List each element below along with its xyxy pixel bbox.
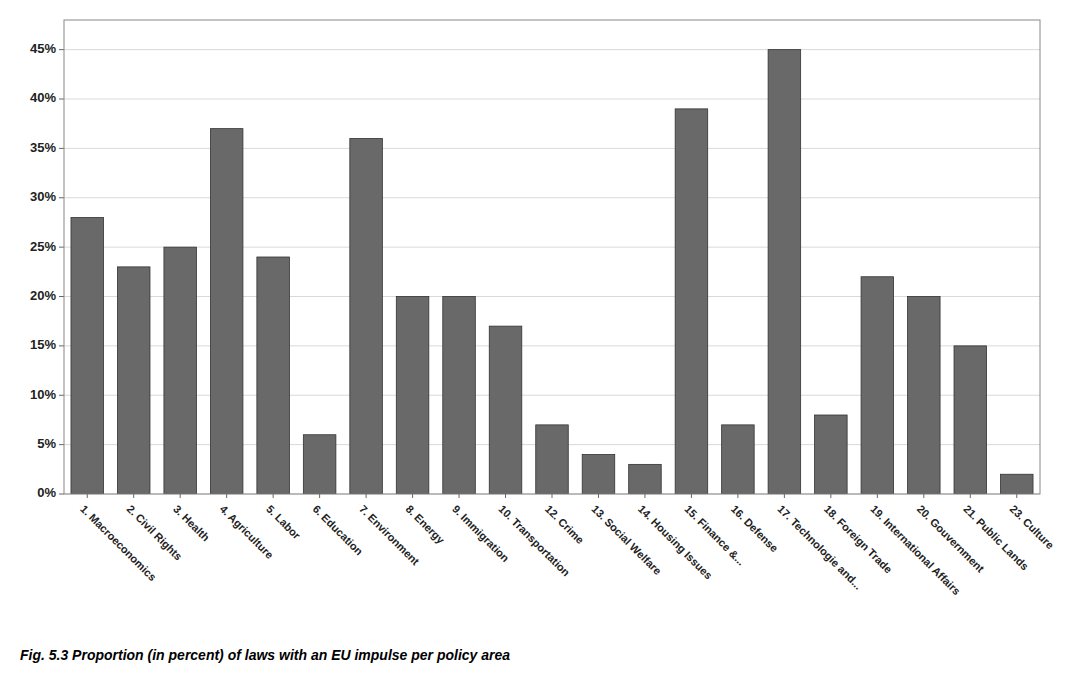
x-tick-label: 3. Health — [171, 503, 212, 544]
plot-frame — [64, 20, 1040, 494]
bar — [396, 297, 429, 495]
x-tick — [830, 494, 831, 498]
x-tick-label: 16. Defense — [729, 503, 781, 555]
bar — [675, 109, 708, 494]
x-tick-label: 5. Labor — [264, 503, 303, 542]
caption: Fig. 5.3 Proportion (in percent) of laws… — [20, 647, 510, 663]
x-tick — [180, 494, 181, 498]
bar — [536, 425, 569, 494]
x-tick — [412, 494, 413, 498]
y-tick-label: 35% — [30, 140, 56, 155]
y-tick — [59, 345, 64, 346]
bar — [722, 425, 755, 494]
x-tick — [226, 494, 227, 498]
bar — [210, 129, 243, 494]
grid-line — [64, 99, 1040, 100]
bar — [815, 415, 848, 494]
y-tick — [59, 395, 64, 396]
x-tick — [737, 494, 738, 498]
x-tick — [923, 494, 924, 498]
y-tick — [59, 49, 64, 50]
x-tick — [133, 494, 134, 498]
x-tick — [505, 494, 506, 498]
grid — [64, 50, 1040, 494]
y-tick-label: 15% — [30, 337, 56, 352]
chart-svg: 0% 5% 10% 15% 20% 25% 30% 35% 40% 45% 1. Macroecon… — [0, 0, 1090, 674]
x-tick-label: 17. Technologie and... — [775, 503, 864, 592]
y-tick — [59, 444, 64, 445]
bar — [350, 139, 383, 495]
bar — [117, 267, 150, 494]
bar — [303, 435, 336, 494]
x-tick — [319, 494, 320, 498]
bar — [908, 297, 941, 495]
bar — [71, 218, 104, 495]
y-tick-label: 10% — [30, 387, 56, 402]
y-tick-label: 40% — [30, 90, 56, 105]
x-tick — [552, 494, 553, 498]
x-tick-label: 19. International Affairs — [868, 503, 963, 598]
bar — [629, 464, 662, 494]
y-tick-label: 45% — [30, 41, 56, 56]
bars — [71, 50, 1033, 494]
bar — [861, 277, 894, 494]
bar — [164, 247, 197, 494]
y-tick-label: 25% — [30, 239, 56, 254]
x-tick — [691, 494, 692, 498]
y-tick-label: 30% — [30, 189, 56, 204]
x-tick — [598, 494, 599, 498]
x-tick-label: 8. Energy — [404, 503, 448, 547]
x-axis: 1. Macroeconomics2. Civil Rights3. Healt… — [78, 494, 1056, 597]
y-tick-label: 20% — [30, 288, 56, 303]
y-tick — [59, 296, 64, 297]
x-tick — [1016, 494, 1017, 498]
x-tick — [273, 494, 274, 498]
y-tick-label: 5% — [37, 436, 56, 451]
x-tick — [87, 494, 88, 498]
x-tick — [970, 494, 971, 498]
x-tick-label: 23. Culture — [1008, 503, 1057, 552]
bar — [489, 326, 522, 494]
y-tick — [59, 247, 64, 248]
y-tick — [59, 99, 64, 100]
bar — [257, 257, 290, 494]
y-tick — [59, 148, 64, 149]
bar — [582, 455, 615, 495]
y-axis: 0% 5% 10% 15% 20% 25% 30% 35% 40% 45% — [30, 41, 64, 500]
y-tick-label: 0% — [37, 485, 56, 500]
y-tick — [59, 197, 64, 198]
y-tick — [59, 494, 64, 495]
x-tick — [784, 494, 785, 498]
x-tick — [459, 494, 460, 498]
x-tick-label: 12. Crime — [543, 503, 587, 547]
x-tick — [366, 494, 367, 498]
x-tick-label: 1. Macroeconomics — [78, 503, 159, 584]
x-tick — [877, 494, 878, 498]
bar — [954, 346, 987, 494]
bar — [768, 50, 801, 494]
bar — [443, 297, 476, 495]
bar — [1000, 474, 1033, 494]
x-tick — [644, 494, 645, 498]
grid-line — [64, 49, 1040, 50]
chart-container: 0% 5% 10% 15% 20% 25% 30% 35% 40% 45% 1. Macroecon… — [0, 0, 1090, 674]
